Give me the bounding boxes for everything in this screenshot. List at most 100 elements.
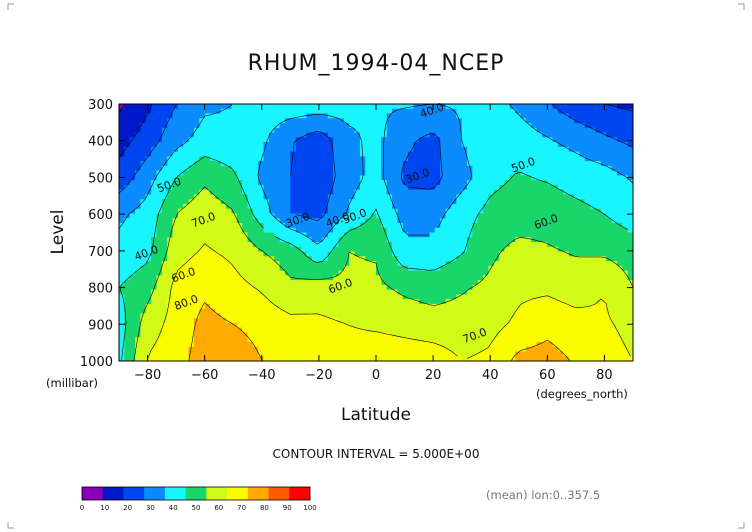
contour-cell (145, 270, 152, 276)
contour-cell (322, 127, 329, 134)
contour-cell (424, 199, 431, 205)
contour-cell (600, 203, 607, 210)
contour-cell (611, 156, 618, 162)
contour-cell (493, 270, 500, 276)
contour-cell (627, 242, 633, 248)
contour-cell (445, 189, 452, 196)
contour-cell (119, 132, 125, 138)
contour-cell (558, 346, 564, 353)
contour-cell (183, 280, 190, 286)
contour-cell (204, 151, 211, 157)
contour-cell (456, 108, 463, 115)
contour-cell (284, 299, 291, 305)
contour-cell (247, 341, 254, 348)
contour-cell (306, 184, 313, 191)
contour-cell (140, 332, 147, 338)
contour-cell (574, 127, 581, 134)
contour-cell (290, 189, 297, 196)
contour-cell (595, 246, 602, 253)
contour-cell (210, 346, 216, 353)
contour-cell (434, 175, 441, 181)
contour-cell (424, 104, 431, 110)
contour-cell (172, 132, 179, 138)
contour-cell (392, 313, 399, 319)
contour-cell (525, 261, 532, 267)
contour-cell (306, 108, 313, 115)
contour-cell (558, 251, 564, 257)
contour-cell (402, 341, 409, 348)
contour-cell (525, 123, 532, 129)
contour-cell (558, 341, 564, 348)
contour-cell (322, 222, 329, 229)
contour-cell (376, 203, 382, 210)
contour-cell (311, 127, 318, 134)
contour-cell (493, 265, 500, 272)
contour-cell (172, 137, 179, 143)
contour-cell (445, 175, 452, 181)
contour-cell (541, 189, 548, 196)
contour-cell (338, 261, 345, 267)
contour-cell (429, 132, 436, 138)
contour-cell (434, 322, 441, 329)
contour-cell (504, 294, 511, 300)
contour-cell (563, 170, 570, 176)
contour-cell (547, 280, 554, 286)
contour-cell (274, 161, 281, 167)
contour-cell (199, 142, 206, 148)
contour-cell (483, 346, 490, 353)
contour-cell (579, 275, 586, 281)
contour-cell (317, 184, 324, 191)
contour-cell (467, 256, 473, 262)
contour-cell (311, 151, 318, 157)
contour-cell (370, 308, 377, 315)
contour-cell (558, 308, 564, 315)
contour-cell (151, 151, 158, 157)
contour-cell (210, 299, 216, 305)
contour-cell (204, 108, 211, 115)
contour-cell (349, 332, 356, 338)
contour-cell (627, 165, 633, 172)
contour-cell (177, 104, 184, 110)
contour-cell (445, 242, 452, 248)
contour-cell (531, 275, 538, 281)
contour-cell (402, 256, 409, 262)
contour-cell (306, 199, 313, 205)
contour-cell (183, 256, 190, 262)
contour-cell (397, 284, 404, 291)
contour-cell (424, 222, 431, 229)
contour-cell (590, 104, 597, 110)
contour-cell (402, 227, 409, 234)
contour-cell (584, 203, 591, 210)
contour-cell (258, 108, 265, 115)
contour-cell (188, 104, 195, 110)
contour-cell (461, 123, 468, 129)
contour-cell (563, 337, 570, 343)
contour-cell (354, 127, 361, 134)
contour-cell (156, 218, 163, 224)
contour-cell (402, 270, 409, 276)
contour-cell (268, 251, 275, 257)
contour-cell (552, 180, 559, 186)
contour-cell (392, 251, 399, 257)
contour-cell (290, 308, 297, 315)
contour-cell (199, 161, 206, 167)
contour-cell (531, 156, 538, 162)
contour-cell (536, 208, 543, 215)
contour-cell (231, 175, 238, 181)
contour-cell (242, 194, 249, 200)
contour-cell (568, 165, 575, 172)
contour-cell (119, 127, 125, 134)
contour-cell (359, 222, 366, 229)
contour-cell (359, 332, 366, 338)
contour-cell (520, 127, 527, 134)
contour-cell (210, 123, 216, 129)
contour-cell (509, 113, 516, 119)
contour-cell (284, 265, 291, 272)
contour-cell (258, 327, 265, 334)
contour-cell (359, 327, 366, 334)
contour-cell (161, 265, 168, 272)
contour-cell (440, 270, 447, 276)
contour-cell (183, 232, 190, 238)
contour-cell (509, 275, 516, 281)
contour-cell (252, 284, 259, 291)
